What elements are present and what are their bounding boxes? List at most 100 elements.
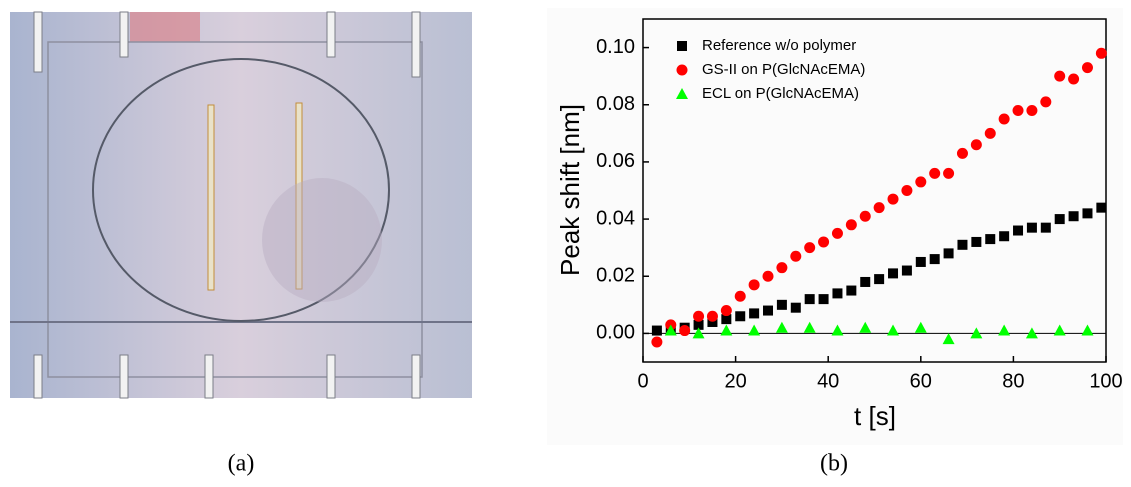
y-tick-label: 0.04 (596, 207, 635, 229)
legend-marker (677, 41, 687, 51)
data-point (804, 242, 816, 254)
data-point (901, 185, 913, 196)
data-point (846, 285, 857, 296)
data-point (998, 324, 1011, 336)
data-point (803, 321, 816, 333)
panel-label: (a) (228, 451, 255, 477)
data-point (748, 279, 760, 291)
data-point (721, 314, 732, 325)
data-point (1054, 214, 1065, 225)
data-point (831, 324, 844, 336)
data-point (860, 276, 871, 287)
data-point (1096, 202, 1107, 213)
data-point (818, 294, 829, 305)
y-tick-label: 0.10 (596, 36, 635, 58)
data-point (943, 248, 954, 259)
data-point (734, 290, 746, 302)
data-point (957, 239, 968, 250)
data-point (749, 308, 760, 319)
data-point (804, 294, 815, 305)
data-point (859, 210, 871, 222)
data-point (1013, 225, 1024, 236)
x-tick-label: 0 (637, 370, 648, 392)
panel-label: (b) (820, 451, 848, 477)
data-point (999, 231, 1010, 242)
data-point (1040, 96, 1052, 108)
data-point (818, 236, 830, 248)
data-point (943, 167, 955, 179)
data-point (1082, 208, 1093, 219)
data-point (859, 321, 872, 333)
data-point (942, 333, 955, 345)
x-tick-label: 60 (910, 370, 932, 392)
legend-marker (676, 64, 688, 76)
data-point (735, 311, 746, 322)
data-point (706, 310, 718, 322)
data-point (1012, 104, 1024, 116)
data-point (831, 227, 843, 239)
data-point (763, 305, 774, 316)
legend-marker (676, 88, 688, 99)
data-point (971, 236, 982, 247)
data-point (832, 288, 843, 299)
data-point (651, 336, 663, 348)
data-point (915, 176, 927, 188)
data-point (985, 234, 996, 245)
data-point (915, 256, 926, 267)
data-point (1053, 324, 1066, 336)
x-tick-label: 40 (817, 370, 839, 392)
y-tick-label: 0.06 (596, 150, 635, 172)
data-point (775, 321, 788, 333)
data-point (748, 324, 761, 336)
data-point (776, 262, 788, 274)
data-point (1026, 222, 1037, 233)
data-point (914, 321, 927, 333)
data-point (887, 324, 900, 336)
data-point (720, 305, 732, 317)
data-point (1081, 62, 1093, 74)
data-point (790, 250, 802, 262)
data-point (887, 193, 899, 205)
data-point (970, 139, 982, 151)
data-point (1068, 211, 1079, 222)
data-point (1040, 222, 1051, 233)
data-point (693, 319, 704, 330)
micrograph (10, 11, 472, 399)
x-tick-label: 20 (724, 370, 746, 392)
data-point (651, 325, 662, 336)
legend-label: ECL on P(GlcNAcEMA) (702, 85, 859, 102)
data-point (707, 316, 718, 327)
data-point (762, 270, 774, 282)
data-point (873, 202, 885, 214)
data-point (776, 299, 787, 310)
data-point (929, 167, 941, 179)
data-point (984, 127, 996, 139)
data-point (693, 310, 705, 322)
data-point (956, 147, 968, 159)
x-tick-label: 80 (1002, 370, 1024, 392)
y-tick-label: 0.02 (596, 265, 635, 287)
data-point (1025, 327, 1038, 339)
data-point (845, 219, 857, 231)
x-tick-label: 100 (1089, 370, 1122, 392)
data-point (901, 265, 912, 276)
data-point (679, 325, 691, 337)
x-axis-label: t [s] (854, 401, 896, 431)
y-axis-label: Peak shift [nm] (555, 104, 585, 276)
data-point (929, 254, 940, 265)
data-point (1068, 73, 1080, 85)
data-point (720, 324, 733, 336)
data-point (1026, 104, 1038, 116)
y-tick-label: 0.00 (596, 322, 635, 344)
data-point (692, 327, 705, 339)
data-point (1081, 324, 1094, 336)
data-point (664, 324, 677, 336)
data-point (1095, 47, 1107, 59)
data-point (998, 113, 1010, 125)
plot-frame (642, 18, 1107, 363)
y-tick-label: 0.08 (596, 93, 635, 115)
data-point (1054, 70, 1066, 82)
legend-label: GS-II on P(GlcNAcEMA) (702, 61, 865, 78)
legend-label: Reference w/o polymer (702, 37, 856, 54)
